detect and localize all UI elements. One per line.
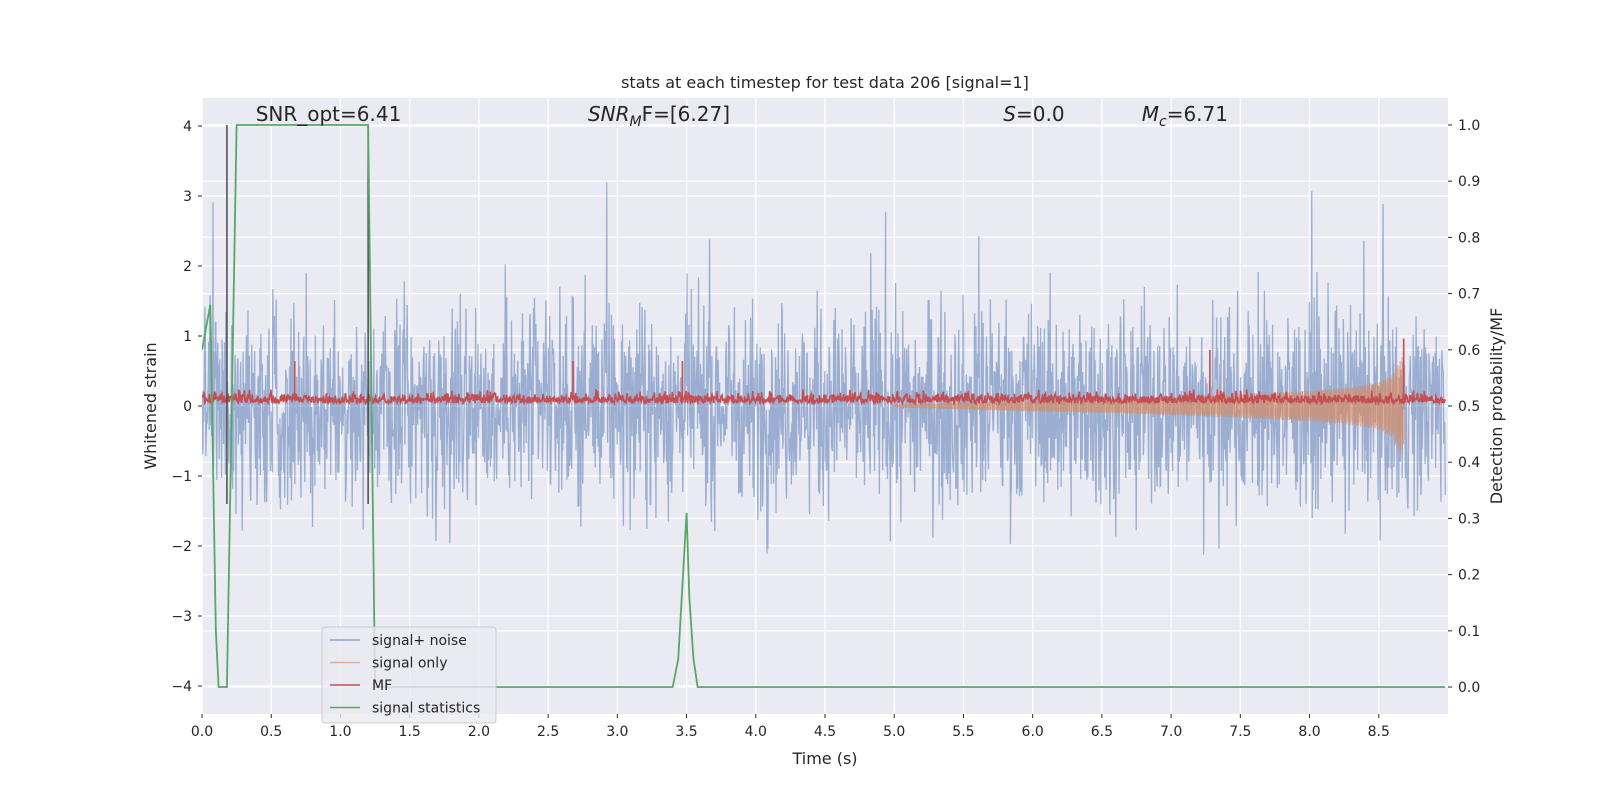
y2-tick-label: 0.2 <box>1458 568 1480 584</box>
y-tick-label: −1 <box>171 469 192 485</box>
x-tick-label: 5.5 <box>952 724 974 740</box>
x-tick-label: 8.5 <box>1368 724 1390 740</box>
y-tick-label: −3 <box>171 609 192 625</box>
y-tick-label: 0 <box>183 399 192 415</box>
x-tick-label: 0.5 <box>260 724 282 740</box>
y-axis-title: Whitened strain <box>141 342 160 469</box>
y2-tick-label: 1.0 <box>1458 118 1480 134</box>
legend-label: signal only <box>372 656 447 672</box>
x-tick-label: 4.5 <box>814 724 836 740</box>
legend-label: MF <box>372 678 392 694</box>
y2-tick-label: 0.8 <box>1458 230 1480 246</box>
y2-tick-labels: 0.0 0.1 0.2 0.3 0.4 0.5 0.6 0.7 0.8 0.9 1.0 <box>1448 118 1480 696</box>
y2-tick-label: 0.4 <box>1458 455 1480 471</box>
annotation-3: S=0.0 <box>1003 102 1064 126</box>
annotations: SNR_opt=6.41 SNRMF=[6.27] S=0.0 Mc=6.71 <box>256 102 1228 130</box>
x-tick-label: 1.0 <box>329 724 351 740</box>
x-tick-label: 2.5 <box>537 724 559 740</box>
x-tick-label: 7.0 <box>1160 724 1182 740</box>
y2-tick-label: 0.1 <box>1458 624 1480 640</box>
x-tick-label: 1.5 <box>399 724 421 740</box>
y2-tick-label: 0.6 <box>1458 343 1480 359</box>
legend-label: signal+ noise <box>372 633 467 649</box>
y2-tick-label: 0.0 <box>1458 680 1480 696</box>
legend-label: signal statistics <box>372 701 480 717</box>
y2-tick-label: 0.5 <box>1458 399 1480 415</box>
x-tick-label: 4.0 <box>745 724 767 740</box>
x-axis-title: Time (s) <box>791 749 857 768</box>
x-tick-label: 7.5 <box>1229 724 1251 740</box>
y2-tick-label: 0.9 <box>1458 174 1480 190</box>
x-tick-label: 0.0 <box>191 724 213 740</box>
x-tick-label: 3.5 <box>675 724 697 740</box>
annotation-2: SNRMF=[6.27] <box>588 102 730 130</box>
y-tick-label: 4 <box>183 119 192 135</box>
y2-tick-label: 0.7 <box>1458 287 1480 303</box>
y2-axis-title: Detection probability/MF <box>1487 308 1506 505</box>
x-tick-label: 3.0 <box>606 724 628 740</box>
x-tick-label: 6.0 <box>1022 724 1044 740</box>
y-tick-label: 2 <box>183 259 192 275</box>
series-mf <box>202 389 1446 407</box>
x-tick-label: 2.0 <box>468 724 490 740</box>
annotation-4: Mc=6.71 <box>1142 102 1228 130</box>
x-tick-labels: 0.0 0.5 1.0 1.5 2.0 2.5 3.0 3.5 4.0 4.5 5.0 5.5 6.0 6… <box>191 714 1390 740</box>
y-tick-label: −4 <box>171 679 192 695</box>
y-tick-label: −2 <box>171 539 192 555</box>
legend-box <box>321 626 497 724</box>
annotation-1: SNR_opt=6.41 <box>256 102 402 126</box>
x-tick-label: 5.0 <box>883 724 905 740</box>
y-tick-label: 3 <box>183 189 192 205</box>
legend: signal+ noise signal only MF signal statist… <box>321 626 497 724</box>
chart-title: stats at each timestep for test data 206… <box>621 73 1029 92</box>
series-signal-only <box>893 357 1405 455</box>
x-tick-label: 8.0 <box>1298 724 1320 740</box>
y-tick-labels: −4 −3 −2 −1 0 1 2 3 4 <box>171 119 202 695</box>
y-tick-label: 1 <box>183 329 192 345</box>
x-tick-label: 6.5 <box>1091 724 1113 740</box>
y2-tick-label: 0.3 <box>1458 511 1480 527</box>
